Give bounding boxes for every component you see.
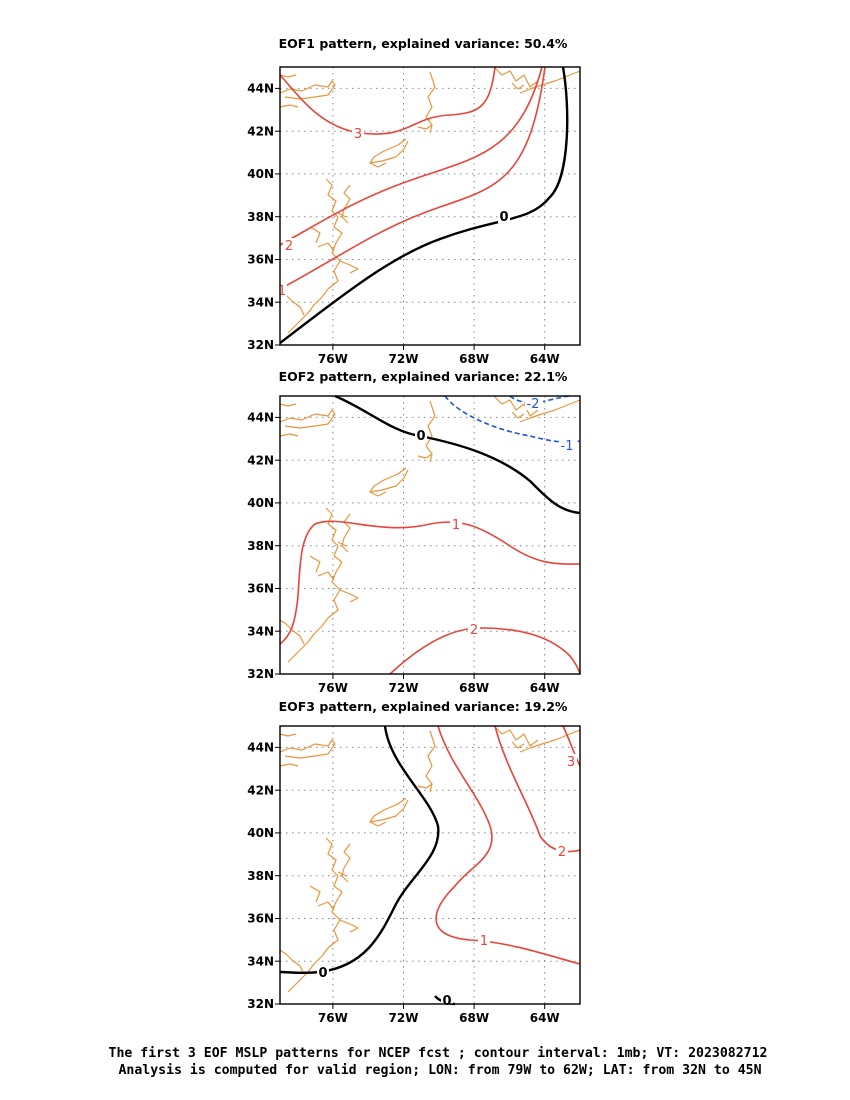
lat-label: 38N [247, 869, 274, 883]
lon-label: 76W [318, 352, 348, 366]
lat-label: 42N [247, 783, 274, 797]
lon-label: 64W [530, 1011, 560, 1025]
contour-label: 1 [278, 284, 286, 299]
lat-label: 44N [247, 82, 274, 96]
lon-label: 68W [459, 352, 489, 366]
lat-label: 34N [247, 295, 274, 309]
contour-label: 3 [567, 755, 575, 770]
footer-line-2: Analysis is computed for valid region; L… [118, 1062, 761, 1078]
lat-label: 40N [247, 496, 274, 510]
map-area: 3 2 1 0 0 44N 42N [247, 725, 581, 1025]
lat-label: 34N [247, 954, 274, 968]
panel-eof1: EOF1 pattern, explained variance: 50.4% … [247, 36, 581, 366]
lon-label: 76W [318, 681, 348, 695]
panel-eof3: EOF3 pattern, explained variance: 19.2% [247, 699, 581, 1025]
map-area: 3 2 1 0 44N 42N 40N 38N [247, 66, 581, 366]
lat-label: 42N [247, 453, 274, 467]
map-frame [279, 395, 581, 675]
lon-label: 68W [459, 1011, 489, 1025]
map-frame [279, 66, 581, 346]
lon-axis [332, 674, 546, 679]
lon-axis [332, 1004, 546, 1009]
footer-line-1: The first 3 EOF MSLP patterns for NCEP f… [109, 1045, 768, 1061]
lat-label: 32N [247, 667, 274, 681]
map-frame [279, 725, 581, 1005]
panel-title: EOF3 pattern, explained variance: 19.2% [279, 699, 568, 714]
contour-labels: 3 2 1 0 [277, 126, 510, 299]
contour-label: -1 [561, 439, 574, 454]
panel-title: EOF1 pattern, explained variance: 50.4% [279, 36, 568, 51]
lat-label: 38N [247, 210, 274, 224]
lat-label: 40N [247, 826, 274, 840]
lon-label: 76W [318, 1011, 348, 1025]
lat-label: 36N [247, 582, 274, 596]
contour-label: -2 [527, 397, 540, 412]
lat-label: 44N [247, 741, 274, 755]
lat-axis [275, 416, 280, 675]
contour-label: 3 [354, 127, 362, 142]
contour-label: 1 [480, 934, 488, 949]
lon-label: 72W [389, 1011, 419, 1025]
lat-label: 34N [247, 624, 274, 638]
lat-axis [275, 87, 280, 346]
panel-eof2: EOF2 pattern, explained variance: 22.1% [247, 369, 581, 695]
footer: The first 3 EOF MSLP patterns for NCEP f… [109, 1045, 768, 1078]
lat-axis [275, 746, 280, 1005]
lat-label: 32N [247, 338, 274, 352]
contour-label: 2 [470, 623, 478, 638]
lon-axis [332, 345, 546, 350]
lat-label: 38N [247, 539, 274, 553]
contour-label: 0 [318, 966, 327, 981]
lat-label: 42N [247, 124, 274, 138]
lon-label: 64W [530, 681, 560, 695]
lat-label: 44N [247, 411, 274, 425]
lon-label: 72W [389, 681, 419, 695]
map-area: 0 -2 -1 1 2 44N 42N [247, 394, 581, 695]
contour-label: 2 [558, 845, 566, 860]
contour-label: 1 [452, 518, 460, 533]
lat-label: 36N [247, 912, 274, 926]
contour-label: 0 [499, 210, 508, 225]
contour-label: 2 [285, 239, 293, 254]
lon-label: 72W [389, 352, 419, 366]
lon-label: 68W [459, 681, 489, 695]
lat-label: 40N [247, 167, 274, 181]
contour-label: 0 [442, 994, 451, 1009]
lat-label: 36N [247, 253, 274, 267]
lat-label: 32N [247, 997, 274, 1011]
contour-label: 0 [416, 429, 425, 444]
contour-labels: 3 2 1 0 0 [317, 754, 577, 1009]
panel-title: EOF2 pattern, explained variance: 22.1% [279, 369, 568, 384]
lon-label: 64W [530, 352, 560, 366]
contour-labels: 0 -2 -1 1 2 [415, 396, 577, 638]
